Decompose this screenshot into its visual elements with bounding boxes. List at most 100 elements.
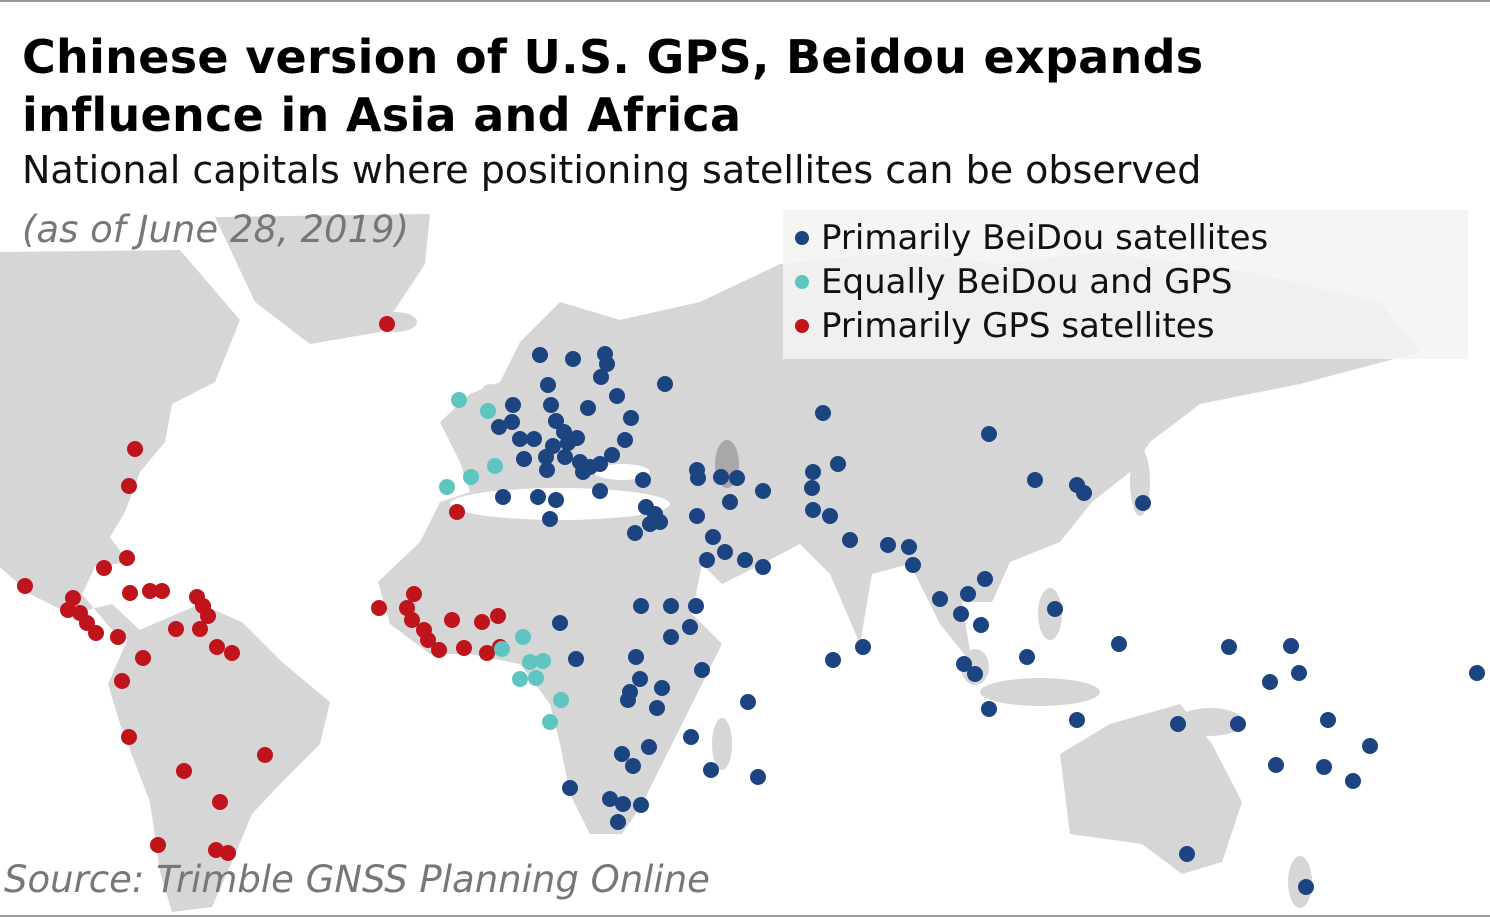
legend-label: Equally BeiDou and GPS (821, 262, 1233, 302)
capital-marker-beidou (1076, 485, 1092, 501)
legend-label: Primarily GPS satellites (821, 306, 1215, 346)
capital-markers (17, 316, 1485, 895)
title-line-1: Chinese version of U.S. GPS, Beidou expa… (22, 30, 1204, 84)
capital-marker-equal (528, 670, 544, 686)
capital-marker-beidou (1027, 472, 1043, 488)
capital-marker-beidou (1291, 665, 1307, 681)
capital-marker-beidou (617, 432, 633, 448)
capital-marker-gps (119, 550, 135, 566)
capital-marker-beidou (722, 494, 738, 510)
capital-marker-beidou (689, 508, 705, 524)
capital-marker-beidou (532, 347, 548, 363)
capital-marker-beidou (805, 464, 821, 480)
capital-marker-beidou (755, 483, 771, 499)
capital-marker-gps (444, 612, 460, 628)
legend-label: Primarily BeiDou satellites (821, 218, 1269, 258)
capital-marker-beidou (699, 552, 715, 568)
capital-marker-beidou (633, 797, 649, 813)
black-sea (594, 464, 650, 480)
capital-marker-beidou (822, 508, 838, 524)
capital-marker-gps (122, 585, 138, 601)
capital-marker-gps (176, 763, 192, 779)
north-america (0, 250, 240, 642)
capital-marker-beidou (1221, 639, 1237, 655)
capital-marker-beidou (755, 559, 771, 575)
capital-marker-beidou (562, 780, 578, 796)
capital-marker-gps (209, 639, 225, 655)
capital-marker-gps (121, 478, 137, 494)
capital-marker-gps (479, 645, 495, 661)
capital-marker-equal (553, 692, 569, 708)
capital-marker-beidou (830, 456, 846, 472)
capital-marker-gps (150, 837, 166, 853)
capital-marker-beidou (491, 419, 507, 435)
capital-marker-gps (60, 602, 76, 618)
madagascar (712, 718, 732, 770)
capital-marker-gps (142, 583, 158, 599)
capital-marker-beidou (973, 617, 989, 633)
capital-marker-beidou (880, 537, 896, 553)
capital-marker-equal (494, 641, 510, 657)
capital-marker-beidou (1179, 846, 1195, 862)
capital-marker-gps (379, 316, 395, 332)
capital-marker-beidou (530, 489, 546, 505)
capital-marker-beidou (623, 410, 639, 426)
capital-marker-beidou (526, 431, 542, 447)
capital-marker-gps (257, 747, 273, 763)
capital-marker-gps (220, 845, 236, 861)
capital-marker-beidou (610, 814, 626, 830)
capital-marker-gps (154, 583, 170, 599)
capital-marker-beidou (960, 586, 976, 602)
capital-marker-beidou (599, 356, 615, 372)
capital-marker-beidou (1283, 638, 1299, 654)
capital-marker-gps (110, 629, 126, 645)
capital-marker-equal (522, 654, 538, 670)
capital-marker-beidou (953, 606, 969, 622)
capital-marker-beidou (1262, 674, 1278, 690)
capital-marker-gps (192, 621, 208, 637)
capital-marker-beidou (663, 598, 679, 614)
capital-marker-gps (406, 586, 422, 602)
capital-marker-beidou (548, 413, 564, 429)
capital-marker-beidou (977, 571, 993, 587)
capital-marker-gps (404, 612, 420, 628)
capital-marker-beidou (1469, 665, 1485, 681)
capital-marker-beidou (750, 769, 766, 785)
capital-marker-beidou (805, 502, 821, 518)
capital-marker-beidou (609, 388, 625, 404)
capital-marker-gps (96, 560, 112, 576)
capital-marker-beidou (737, 552, 753, 568)
capital-marker-beidou (663, 629, 679, 645)
capital-marker-beidou (694, 662, 710, 678)
legend-dot-icon (795, 231, 809, 245)
capital-marker-beidou (565, 351, 581, 367)
capital-marker-gps (127, 441, 143, 457)
capital-marker-beidou (632, 671, 648, 687)
indonesia (980, 678, 1100, 706)
capital-marker-beidou (1320, 712, 1336, 728)
capital-marker-gps (490, 608, 506, 624)
date-note: (as of June 28, 2019) (22, 208, 410, 251)
capital-marker-equal (515, 629, 531, 645)
capital-marker-beidou (1362, 738, 1378, 754)
capital-marker-beidou (1170, 716, 1186, 732)
capital-marker-beidou (1316, 759, 1332, 775)
capital-marker-beidou (740, 694, 756, 710)
capital-marker-beidou (690, 470, 706, 486)
capital-marker-beidou (602, 791, 618, 807)
capital-marker-beidou (560, 435, 576, 451)
capital-marker-gps (135, 650, 151, 666)
capital-marker-beidou (682, 619, 698, 635)
capital-marker-beidou (967, 666, 983, 682)
capital-marker-beidou (633, 598, 649, 614)
capital-marker-beidou (713, 469, 729, 485)
capital-marker-beidou (855, 639, 871, 655)
capital-marker-beidou (657, 376, 673, 392)
capital-marker-beidou (804, 480, 820, 496)
capital-marker-beidou (495, 489, 511, 505)
capital-marker-equal (487, 458, 503, 474)
capital-marker-beidou (635, 472, 651, 488)
capital-marker-beidou (539, 462, 555, 478)
capital-marker-gps (208, 842, 224, 858)
